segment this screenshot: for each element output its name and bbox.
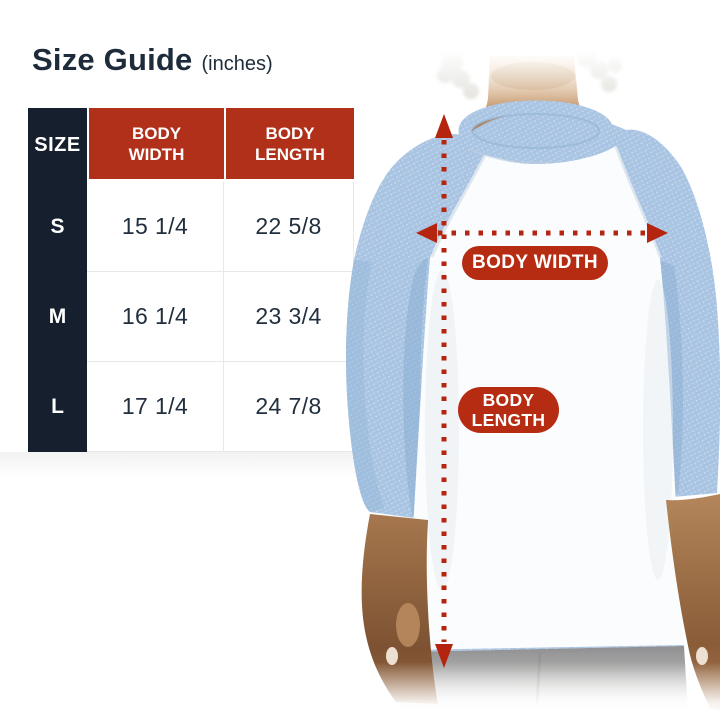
- size-table: SIZE BODY WIDTH BODY LENGTH S 15 1/4 22 …: [28, 108, 354, 452]
- table-row-s-body-width: 15 1/4: [87, 182, 224, 272]
- column-header-size: SIZE: [28, 108, 87, 182]
- table-row-s-body-length: 22 5/8: [224, 182, 354, 272]
- title-text: Size Guide: [32, 42, 193, 77]
- column-header-body-length: BODY LENGTH: [224, 108, 354, 182]
- body-width-arrow: [416, 223, 668, 243]
- raglan-tee-illustration: [340, 0, 720, 720]
- table-row-l-body-length: 24 7/8: [224, 362, 354, 452]
- table-row-m-body-length: 23 3/4: [224, 272, 354, 362]
- page-title: Size Guide (inches): [32, 42, 273, 78]
- model-photo: [340, 0, 720, 720]
- body-width-badge: BODY WIDTH: [462, 246, 608, 280]
- table-row-l-size: L: [28, 362, 87, 452]
- table-row-m-body-width: 16 1/4: [87, 272, 224, 362]
- face-whiteout: [418, 0, 642, 112]
- table-row-s-size: S: [28, 182, 87, 272]
- table-drop-shadow: [0, 452, 372, 478]
- column-header-body-width: BODY WIDTH: [87, 108, 224, 182]
- table-row-m-size: M: [28, 272, 87, 362]
- photo-bottom-fade: [340, 655, 720, 720]
- collar: [458, 100, 614, 164]
- table-row-l-body-width: 17 1/4: [87, 362, 224, 452]
- body-length-badge: BODY LENGTH: [458, 387, 559, 433]
- body-length-arrow: [435, 114, 453, 668]
- title-unit: (inches): [201, 53, 273, 75]
